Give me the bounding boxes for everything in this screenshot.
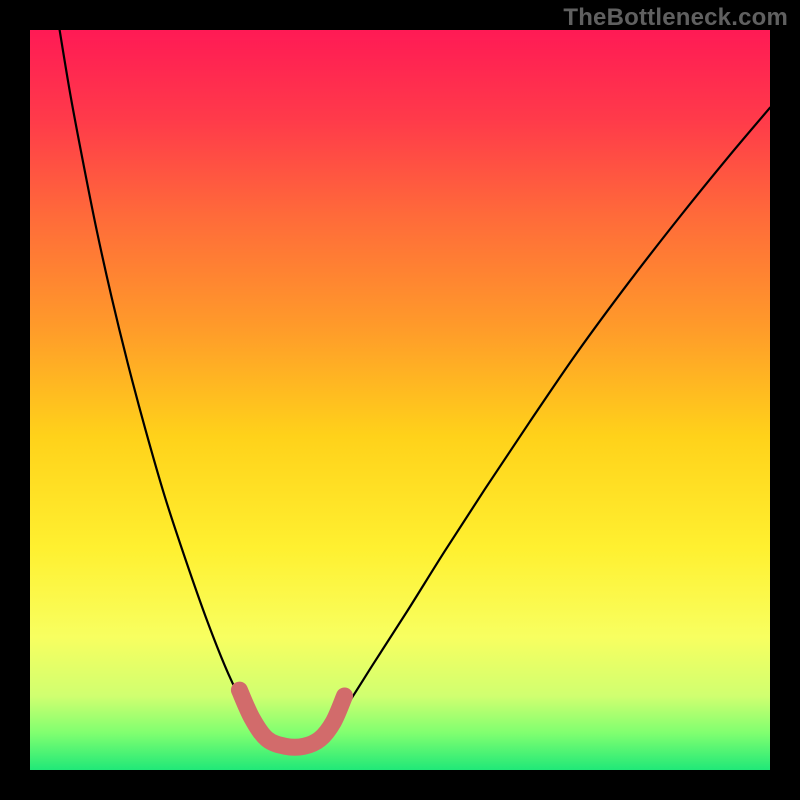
chart-frame: TheBottleneck.com [0, 0, 800, 800]
gradient-background [30, 30, 770, 770]
plot-area [30, 30, 770, 770]
chart-svg [30, 30, 770, 770]
watermark-text: TheBottleneck.com [563, 4, 788, 32]
